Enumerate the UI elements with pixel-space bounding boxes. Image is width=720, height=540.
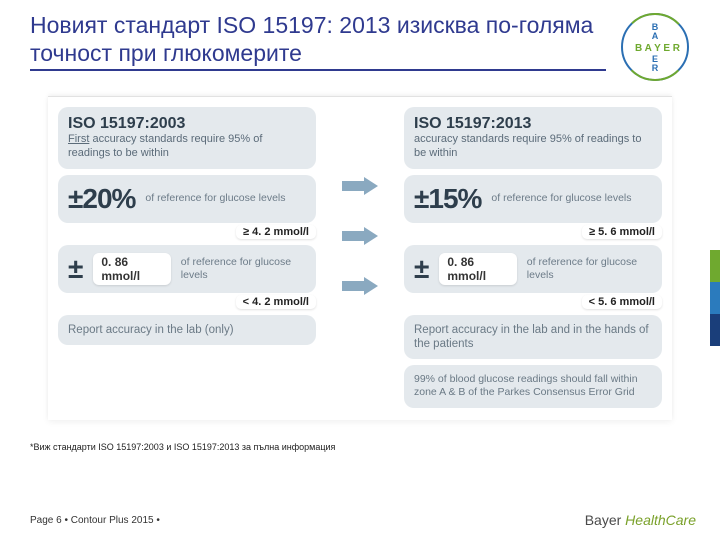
col-iso-2003: ISO 15197:2003 First accuracy standards … bbox=[58, 107, 316, 345]
ofref-2003b: of reference for glucose levels bbox=[181, 256, 306, 281]
arrow-icon bbox=[342, 277, 378, 295]
arrow-icon bbox=[342, 227, 378, 245]
svg-text:A: A bbox=[652, 31, 659, 41]
ofref-2013b: of reference for glucose levels bbox=[527, 256, 652, 281]
arrow-icon bbox=[342, 177, 378, 195]
accent-bar bbox=[710, 314, 720, 346]
panel-report-2013: Report accuracy in the lab and in the ha… bbox=[404, 315, 662, 360]
iso-sub-rest: accuracy standards require 95% of readin… bbox=[68, 133, 262, 159]
comparison-card: ISO 15197:2003 First accuracy standards … bbox=[48, 96, 672, 420]
panel-val-2003: ± 0. 86 mmol/l of reference for glucose … bbox=[58, 245, 316, 293]
arrows-column bbox=[342, 107, 378, 295]
ofref-2013a: of reference for glucose levels bbox=[491, 192, 631, 205]
gte-2013: ≥ 5. 6 mmol/l bbox=[582, 225, 662, 239]
panel-consensus-2013: 99% of blood glucose readings should fal… bbox=[404, 365, 662, 407]
gte-2003: ≥ 4. 2 mmol/l bbox=[236, 225, 316, 239]
panel-report-2003: Report accuracy in the lab (only) bbox=[58, 315, 316, 345]
panel-head-2003: ISO 15197:2003 First accuracy standards … bbox=[58, 107, 316, 169]
brand-healthcare: HealthCare bbox=[625, 512, 696, 528]
val-2013: 0. 86 mmol/l bbox=[439, 253, 516, 285]
col-iso-2013: ISO 15197:2013 accuracy standards requir… bbox=[404, 107, 662, 408]
svg-text:R: R bbox=[652, 63, 659, 73]
page-title: Новият стандарт ISO 15197: 2013 изисква … bbox=[30, 12, 606, 71]
accent-bar bbox=[710, 282, 720, 314]
lt-2003: < 4. 2 mmol/l bbox=[236, 295, 316, 309]
iso-title-2003: ISO 15197:2003 bbox=[68, 115, 306, 133]
iso-sub-first: First bbox=[68, 133, 89, 145]
ofref-2003a: of reference for glucose levels bbox=[145, 192, 285, 205]
panel-head-2013: ISO 15197:2013 accuracy standards requir… bbox=[404, 107, 662, 169]
panel-val-2013: ± 0. 86 mmol/l of reference for glucose … bbox=[404, 245, 662, 293]
iso-sub-2013: accuracy standards require 95% of readin… bbox=[414, 133, 652, 161]
footnote: *Виж стандарти ISO 15197:2003 и ISO 1519… bbox=[30, 442, 690, 452]
bayer-logo: B A B A Y E R E R bbox=[620, 12, 690, 82]
svg-text:B A Y E R: B A Y E R bbox=[635, 43, 681, 54]
brand-bayer: Bayer bbox=[585, 512, 625, 528]
accent-bar bbox=[710, 250, 720, 282]
iso-title-2013: ISO 15197:2013 bbox=[414, 115, 652, 133]
pct-2003: ±20% bbox=[68, 183, 135, 215]
val-2003: 0. 86 mmol/l bbox=[93, 253, 170, 285]
lt-2013: < 5. 6 mmol/l bbox=[582, 295, 662, 309]
plusminus-icon: ± bbox=[68, 255, 83, 283]
iso-sub-2003: First accuracy standards require 95% of … bbox=[68, 133, 306, 161]
side-accent-bars bbox=[710, 250, 720, 346]
page-footer: Page 6 • Contour Plus 2015 • bbox=[30, 515, 160, 526]
panel-pct-2003: ±20% of reference for glucose levels bbox=[58, 175, 316, 223]
plusminus-icon: ± bbox=[414, 255, 429, 283]
brand-footer: Bayer HealthCare bbox=[585, 512, 696, 528]
pct-2013: ±15% bbox=[414, 183, 481, 215]
panel-pct-2013: ±15% of reference for glucose levels bbox=[404, 175, 662, 223]
